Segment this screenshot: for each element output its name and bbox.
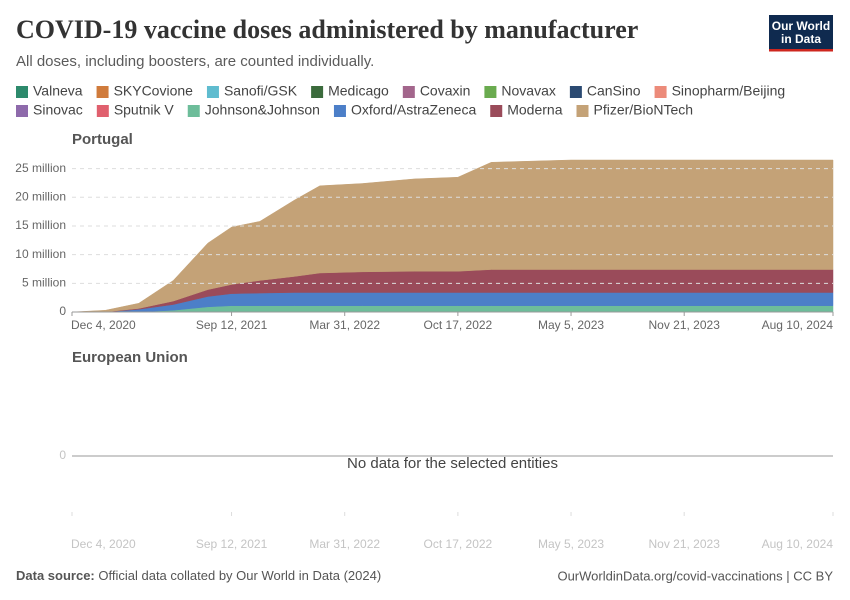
legend-swatch <box>16 105 28 117</box>
legend-swatch <box>569 86 582 98</box>
legend-swatch <box>654 86 667 98</box>
legend-label: Medicago <box>328 83 389 99</box>
y-tick-label: 25 million <box>15 161 66 175</box>
title: COVID-19 vaccine doses administered by m… <box>16 15 638 44</box>
legend-label: Oxford/AstraZeneca <box>351 102 476 118</box>
source: Data source: Official data collated by O… <box>16 568 381 583</box>
x-tick-label: Dec 4, 2020 <box>71 537 136 551</box>
source-label: Data source: <box>16 568 95 583</box>
x-tick-label: Aug 10, 2024 <box>762 318 834 332</box>
legend-swatch <box>187 105 200 117</box>
legend-label: Sanofi/GSK <box>224 83 298 99</box>
area <box>71 159 834 313</box>
legend-swatch <box>96 105 109 117</box>
y-tick-label: 20 million <box>15 189 66 203</box>
logo-text: in Data <box>781 32 821 46</box>
x-tick-label: Mar 31, 2022 <box>309 537 380 551</box>
y-tick-label: 0 <box>59 304 66 318</box>
y-tick-label: 0 <box>59 448 66 462</box>
legend-label: SKYCovione <box>114 83 194 99</box>
legend-swatch <box>311 86 324 98</box>
panel-title: Portugal <box>72 131 133 148</box>
x-tick-label: Nov 21, 2023 <box>648 537 720 551</box>
x-tick-label: Nov 21, 2023 <box>648 318 720 332</box>
legend-swatch <box>402 86 415 98</box>
legend-label: CanSino <box>587 83 641 99</box>
x-tick-label: May 5, 2023 <box>538 537 604 551</box>
legend-label: Sputnik V <box>114 102 175 118</box>
legend-label: Novavax <box>501 83 555 99</box>
logo-box <box>769 15 833 51</box>
legend-swatch <box>484 86 497 98</box>
x-tick-label: Mar 31, 2022 <box>309 318 380 332</box>
legend-swatch <box>16 86 28 98</box>
y-tick-label: 5 million <box>22 275 66 289</box>
panel-title: European Union <box>72 349 188 366</box>
legend-swatch <box>206 86 219 98</box>
x-tick-label: Oct 17, 2022 <box>424 318 493 332</box>
legend-label: Valneva <box>33 83 83 99</box>
x-tick-label: Sep 12, 2021 <box>196 537 268 551</box>
legend-label: Sinopharm/Beijing <box>672 83 786 99</box>
legend-label: Sinovac <box>33 102 83 118</box>
x-tick-label: Dec 4, 2020 <box>71 318 136 332</box>
x-tick-label: Sep 12, 2021 <box>196 318 268 332</box>
subtitle: All doses, including boosters, are count… <box>16 53 374 70</box>
x-tick-label: May 5, 2023 <box>538 318 604 332</box>
source-text: Official data collated by Our World in D… <box>98 568 381 583</box>
legend-label: Covaxin <box>420 83 471 99</box>
legend-swatch <box>576 105 589 117</box>
logo-text: Our World <box>772 19 830 33</box>
x-tick-label: Aug 10, 2024 <box>762 537 834 551</box>
legend-label: Pfizer/BioNTech <box>594 102 694 118</box>
legend-label: Johnson&Johnson <box>205 102 320 118</box>
y-tick-label: 10 million <box>15 247 66 261</box>
footer-link: OurWorldinData.org/covid-vaccinations | … <box>557 568 833 583</box>
legend-swatch <box>96 86 109 98</box>
legend-label: Moderna <box>507 102 562 118</box>
y-tick-label: 15 million <box>15 218 66 232</box>
legend-swatch <box>490 105 503 117</box>
logo-bar <box>769 49 833 52</box>
no-data-message: No data for the selected entities <box>347 455 558 472</box>
legend-swatch <box>333 105 346 117</box>
x-tick-label: Oct 17, 2022 <box>424 537 493 551</box>
